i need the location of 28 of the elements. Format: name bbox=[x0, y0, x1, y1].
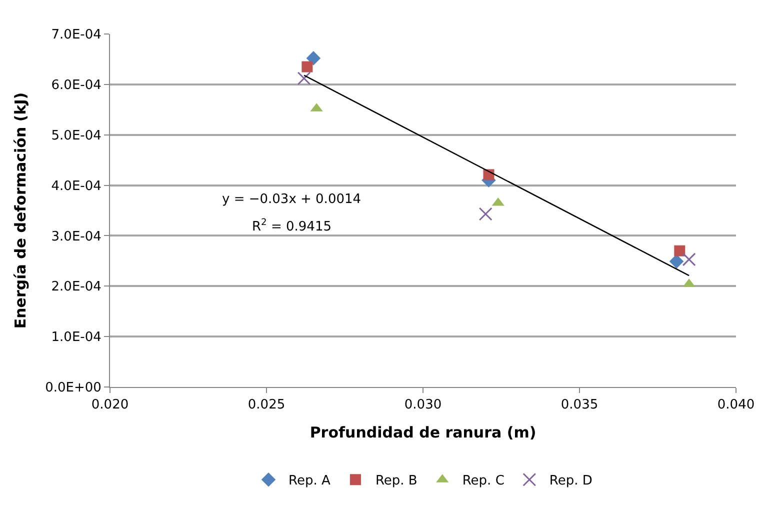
y-tick-label: 6.0E-04 bbox=[51, 78, 102, 93]
y-tick-label: 2.0E-04 bbox=[51, 280, 102, 295]
y-tick-label: 0.0E+00 bbox=[45, 380, 102, 396]
point bbox=[478, 207, 492, 221]
x-tick-label: 0.030 bbox=[404, 398, 442, 413]
y-tick-label: 7.0E-04 bbox=[51, 28, 102, 43]
legend-label: Rep. A bbox=[288, 474, 330, 489]
point bbox=[302, 61, 313, 72]
legend-label: Rep. C bbox=[462, 474, 504, 489]
legend-label: Rep. D bbox=[549, 474, 592, 489]
x-tick-label: 0.025 bbox=[248, 398, 286, 413]
x-tick-label: 0.035 bbox=[560, 398, 598, 413]
y-axis-title: Energía de deformación (kJ) bbox=[11, 92, 30, 329]
point bbox=[674, 245, 686, 256]
annotation: y = −0.03x + 0.0014 bbox=[222, 192, 362, 207]
point bbox=[306, 51, 321, 66]
x-tick-label: 0.020 bbox=[91, 398, 129, 413]
y-tick-label: 5.0E-04 bbox=[51, 128, 102, 144]
y-tick-label: 3.0E-04 bbox=[51, 229, 102, 244]
x-tick-label: 0.040 bbox=[717, 398, 755, 413]
point bbox=[297, 72, 311, 86]
y-tick-label: 1.0E-04 bbox=[51, 330, 102, 346]
y-tick-label: 4.0E-04 bbox=[51, 178, 102, 194]
x-axis-title: Profundidad de ranura (m) bbox=[310, 424, 536, 442]
annotation: R$^{2}$ = 0.9415 bbox=[252, 218, 332, 234]
point bbox=[669, 254, 684, 269]
legend-label: Rep. B bbox=[375, 474, 418, 489]
point bbox=[682, 252, 696, 266]
